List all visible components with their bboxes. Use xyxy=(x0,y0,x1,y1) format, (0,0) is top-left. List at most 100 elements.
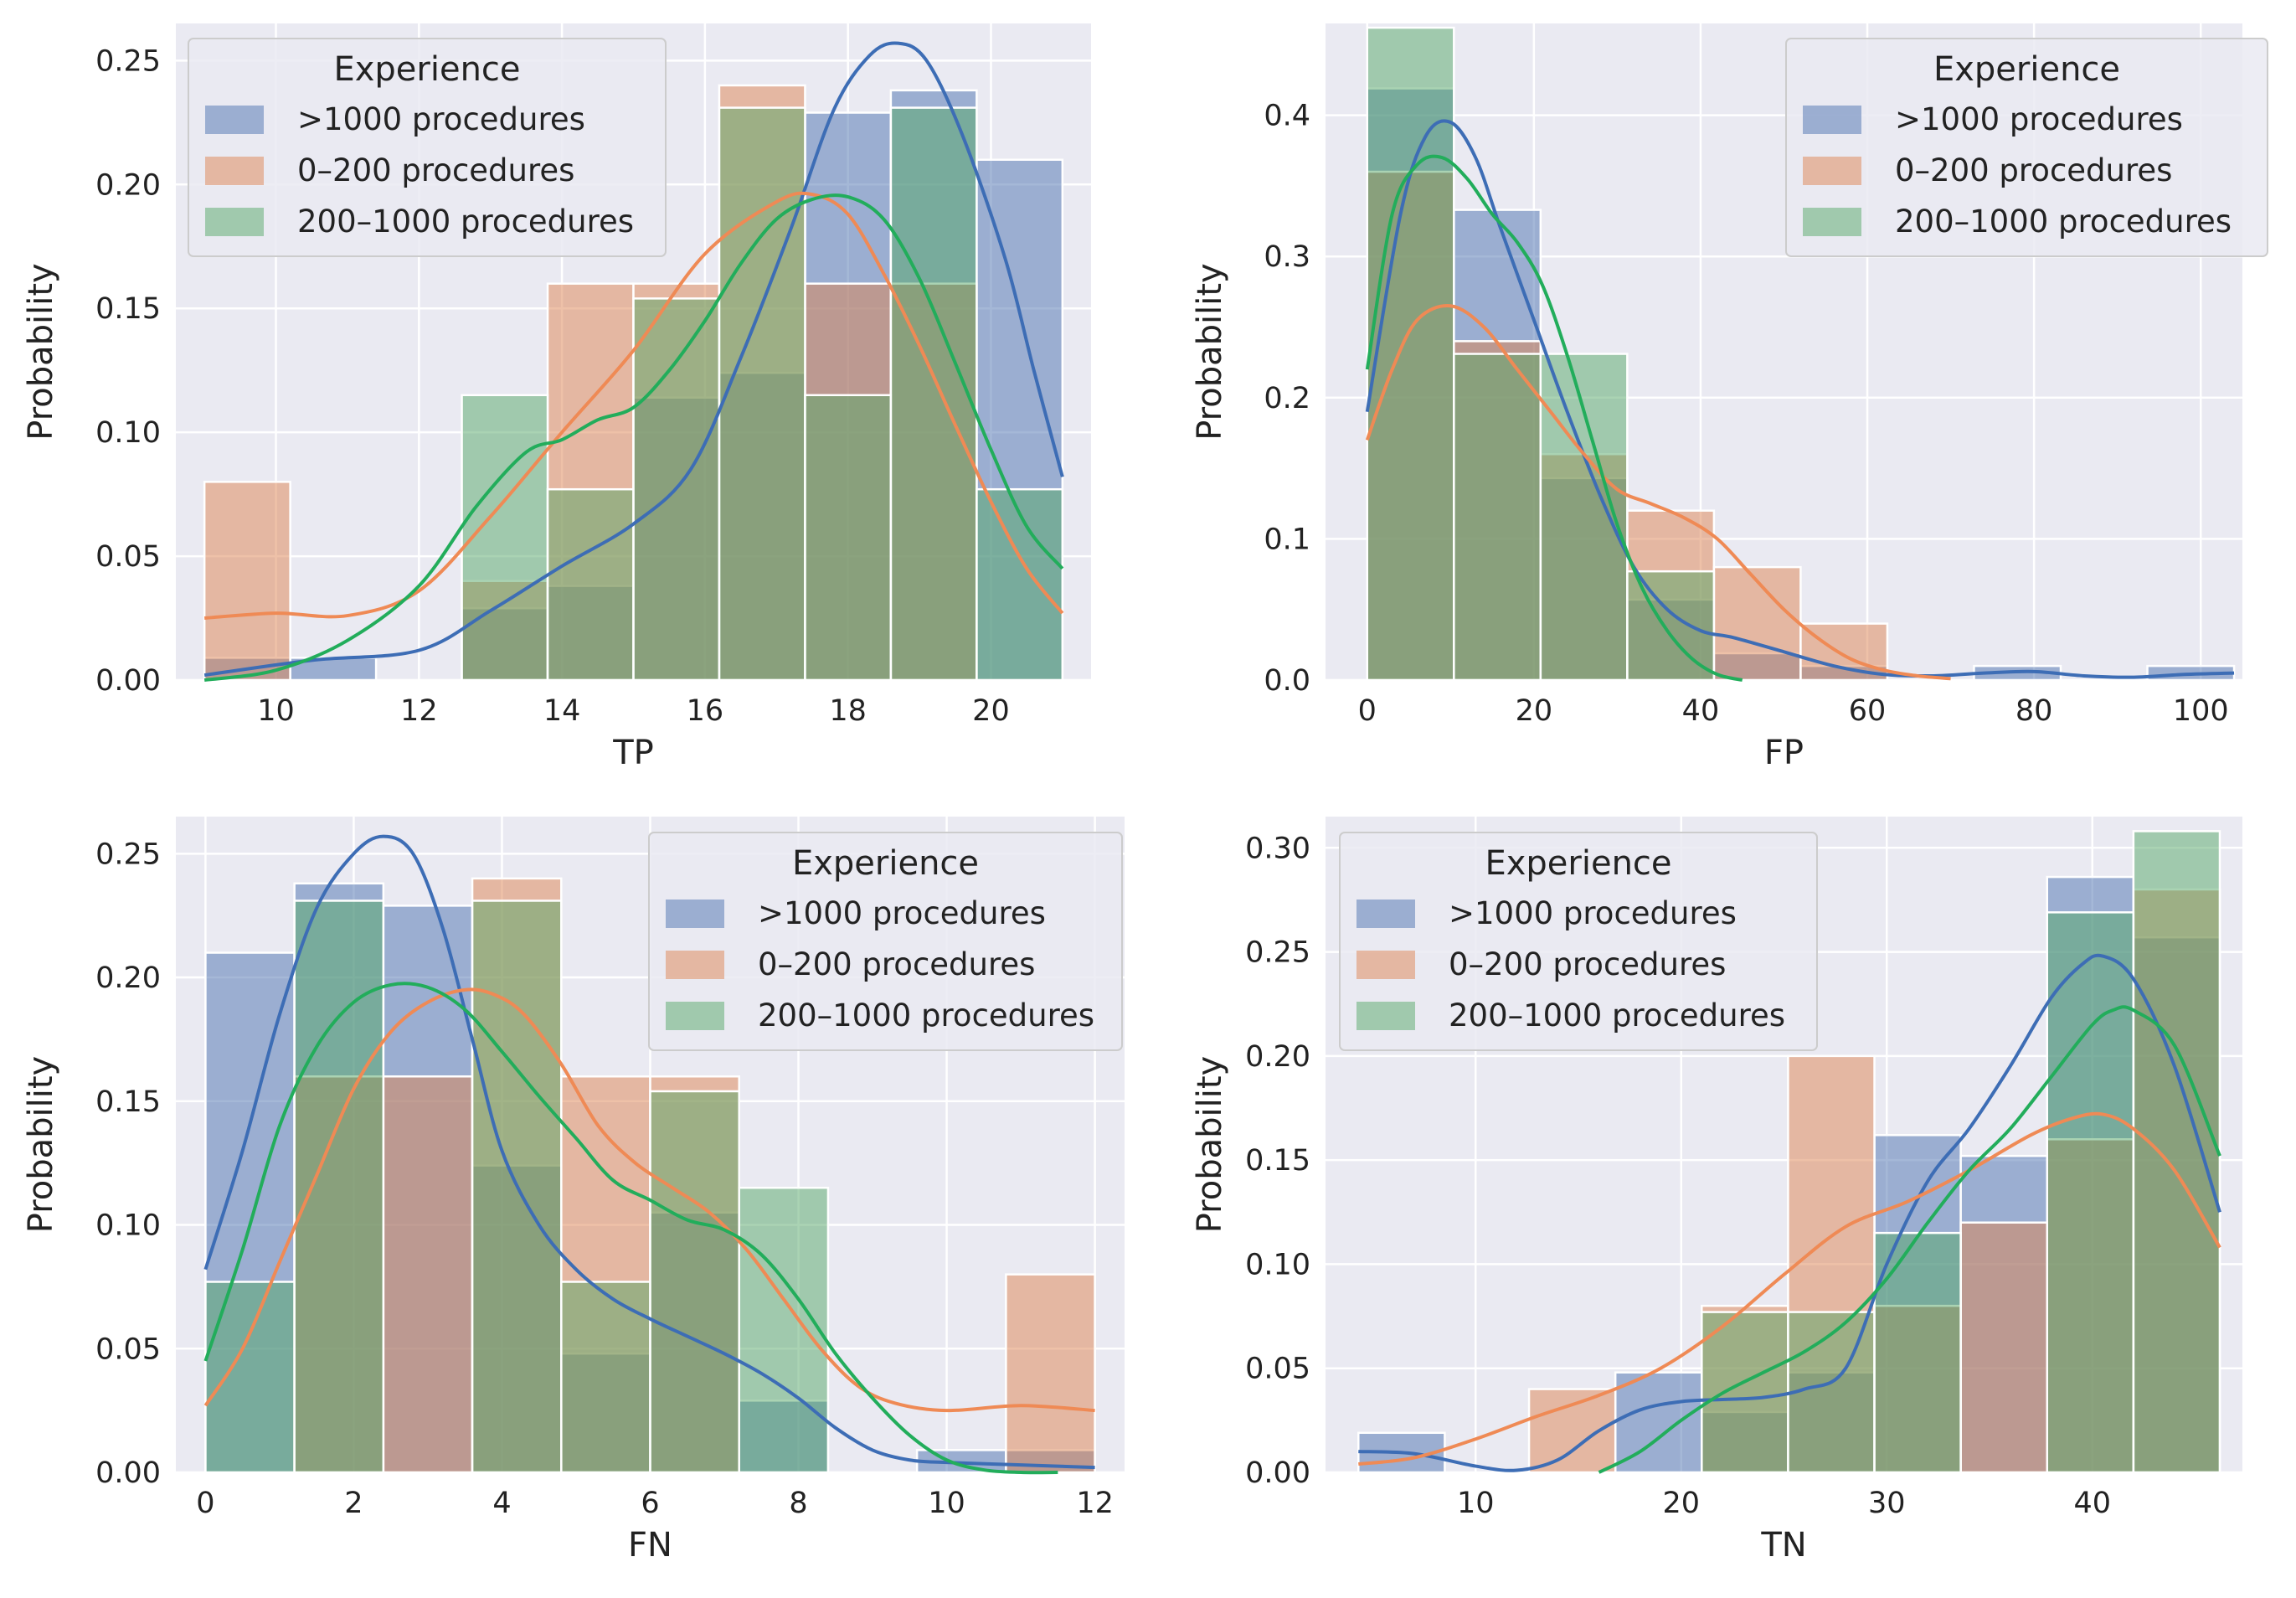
histogram-bar-series-2 xyxy=(293,900,385,1474)
y-axis-label: Probability xyxy=(1191,1056,1229,1233)
y-tick-label: 0.20 xyxy=(95,961,161,995)
chart-tp: 10 12 14 16 18 20 0.00 0.05 0.10 0.15 0.20 0.25 TP Pr… xyxy=(22,23,1091,772)
kde-curve-series-1 xyxy=(1358,1111,2221,1467)
histogram-bar-series-2 xyxy=(976,487,1064,682)
legend: Experience >1000 procedures 0–200 procedur… xyxy=(1785,38,2268,257)
legend-label: 200–1000 procedures xyxy=(758,997,1094,1034)
legend-swatch xyxy=(205,157,264,185)
legend-box xyxy=(188,38,667,257)
legend-swatch xyxy=(666,951,724,979)
legend-label: 0–200 procedures xyxy=(758,946,1035,982)
x-tick-label: 0 xyxy=(1358,694,1377,728)
legend-label: >1000 procedures xyxy=(1449,895,1737,931)
x-tick-label: 100 xyxy=(2173,694,2229,728)
legend-swatch xyxy=(1803,157,1861,185)
kde-curve-series-2 xyxy=(203,193,1064,682)
histogram-bar-series-1 xyxy=(1005,1273,1096,1474)
legend: Experience >1000 procedures 0–200 procedur… xyxy=(1339,832,1818,1051)
kde-curve-series-0 xyxy=(1365,119,2235,679)
legend-label: 200–1000 procedures xyxy=(1449,997,1785,1034)
legend-swatch xyxy=(205,208,264,236)
legend-swatch xyxy=(1356,951,1415,979)
y-axis-label: Probability xyxy=(22,263,60,440)
histogram-bar-series-2 xyxy=(1873,1231,1962,1474)
histogram-bar-series-2 xyxy=(718,106,806,682)
legend-swatch xyxy=(1356,900,1415,928)
x-tick-label: 6 xyxy=(641,1487,659,1520)
histogram-bar-series-1 xyxy=(1799,622,1889,682)
y-tick-label: 0.15 xyxy=(95,1085,161,1119)
histogram-bar-series-1 xyxy=(1959,1221,2049,1474)
histogram-bar-series-2 xyxy=(471,900,563,1474)
histogram-bar-series-2 xyxy=(1701,1311,1789,1474)
y-tick-label: 0.4 xyxy=(1264,100,1310,133)
y-tick-label: 0.30 xyxy=(1245,832,1310,865)
legend-label: 200–1000 procedures xyxy=(297,204,634,240)
legend-swatch xyxy=(666,1002,724,1030)
y-tick-label: 0.05 xyxy=(95,1333,161,1366)
x-tick-label: 18 xyxy=(829,694,867,728)
histogram-bar-series-1 xyxy=(203,481,291,682)
y-tick-label: 0.15 xyxy=(1245,1144,1310,1178)
x-tick-label: 60 xyxy=(1849,694,1887,728)
y-tick-label: 0.2 xyxy=(1264,382,1310,415)
chart-tn: 10 20 30 40 0.00 0.05 0.10 0.15 0.20 0.25 0.30 TN Pr… xyxy=(1191,817,2242,1564)
histogram-bar-series-2 xyxy=(1626,570,1716,682)
histogram-bar-series-2 xyxy=(204,1281,296,1474)
x-tick-label: 12 xyxy=(400,694,438,728)
kde-curve-series-2 xyxy=(1598,1005,2221,1474)
histogram-bar-series-1 xyxy=(1527,1388,1617,1474)
kde-curve-series-0 xyxy=(1358,953,2221,1472)
legend-label: 0–200 procedures xyxy=(297,152,574,188)
y-tick-label: 0.25 xyxy=(1245,936,1310,970)
chart-fp: 0 20 40 60 80 100 0.0 0.1 0.2 0.3 0.4 FP Probability… xyxy=(1191,23,2268,772)
x-tick-label: 2 xyxy=(344,1487,363,1520)
x-tick-label: 10 xyxy=(257,694,295,728)
legend-label: 0–200 procedures xyxy=(1449,946,1726,982)
histogram-bar-series-1 xyxy=(1712,565,1802,682)
kde-curve-series-2 xyxy=(1365,154,1743,682)
legend-swatch xyxy=(1356,1002,1415,1030)
chart-fn: 0 2 4 6 8 10 12 0.00 0.05 0.10 0.15 0.20 0.25 FN Proba… xyxy=(22,817,1125,1564)
x-tick-label: 14 xyxy=(543,694,581,728)
x-axis-label: TN xyxy=(1760,1526,1806,1564)
histogram-bar-series-2 xyxy=(738,1186,830,1474)
histogram-bar-series-2 xyxy=(546,487,635,682)
histogram-bar-series-2 xyxy=(1366,26,1455,682)
legend-label: >1000 procedures xyxy=(1895,101,2183,137)
legend-swatch xyxy=(205,106,264,134)
y-tick-label: 0.20 xyxy=(1245,1040,1310,1074)
histogram-bar-series-2 xyxy=(649,1090,740,1474)
histogram-bar-series-2 xyxy=(889,106,978,682)
legend-swatch xyxy=(666,900,724,928)
histogram-bar-series-2 xyxy=(1453,353,1542,682)
legend-label: >1000 procedures xyxy=(758,895,1046,931)
y-tick-label: 0.15 xyxy=(95,292,161,326)
legend-swatch xyxy=(1803,208,1861,236)
legend: Experience >1000 procedures 0–200 procedur… xyxy=(648,832,1123,1051)
kde-curve-series-0 xyxy=(203,41,1064,678)
kde-curve-series-0 xyxy=(203,834,1095,1470)
x-tick-label: 10 xyxy=(1457,1487,1495,1520)
x-tick-label: 4 xyxy=(492,1487,511,1520)
legend-box xyxy=(1785,38,2268,257)
y-axis-label: Probability xyxy=(22,1056,60,1233)
y-tick-label: 0.20 xyxy=(95,168,161,202)
y-tick-label: 0.3 xyxy=(1264,240,1310,274)
x-tick-label: 20 xyxy=(1662,1487,1700,1520)
x-tick-label: 10 xyxy=(928,1487,965,1520)
legend-title: Experience xyxy=(792,844,979,883)
x-tick-label: 16 xyxy=(687,694,724,728)
x-tick-label: 30 xyxy=(1868,1487,1906,1520)
histogram-bar-series-2 xyxy=(560,1281,651,1474)
x-tick-label: 40 xyxy=(1682,694,1720,728)
x-tick-label: 12 xyxy=(1076,1487,1114,1520)
legend-label: 200–1000 procedures xyxy=(1895,204,2232,240)
y-tick-label: 0.1 xyxy=(1264,523,1310,556)
legend-title: Experience xyxy=(1485,844,1671,883)
legend-title: Experience xyxy=(333,50,520,89)
histogram-bar-series-2 xyxy=(2046,911,2135,1474)
y-tick-label: 0.25 xyxy=(95,838,161,871)
legend-swatch xyxy=(1803,106,1861,134)
